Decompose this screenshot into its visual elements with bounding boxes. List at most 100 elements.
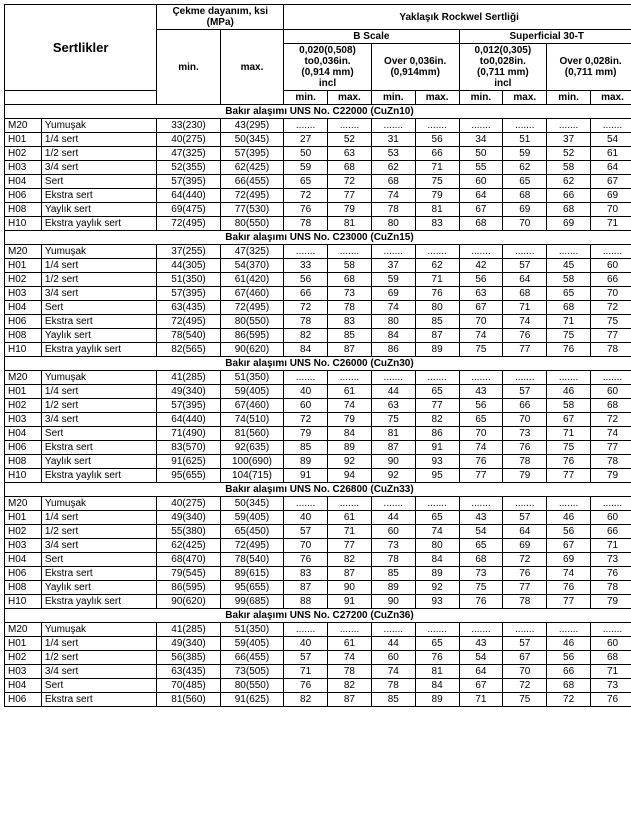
- hardness-val-3: 95: [415, 469, 459, 483]
- tensile-min: 57(395): [157, 175, 220, 189]
- hardness-val-3: 80: [415, 301, 459, 315]
- hardness-val-2: 69: [371, 287, 415, 301]
- header-superficial: Superficial 30-T: [459, 30, 631, 44]
- tensile-max: 66(455): [220, 651, 283, 665]
- hardness-val-3: 93: [415, 455, 459, 469]
- tensile-max: 80(550): [220, 679, 283, 693]
- hardness-val-6: 69: [547, 553, 591, 567]
- hardness-val-3: 85: [415, 315, 459, 329]
- section-header: Bakır alaşımı UNS No. C26000 (CuZn30): [5, 357, 631, 371]
- hardness-val-1: 91: [328, 595, 372, 609]
- hardness-val-0: 89: [284, 455, 328, 469]
- hardness-val-5: 77: [503, 343, 547, 357]
- hardness-val-3: .......: [415, 623, 459, 637]
- hardness-val-3: 87: [415, 329, 459, 343]
- section-header: Bakır alaşımı UNS No. C27200 (CuZn36): [5, 609, 631, 623]
- hardness-val-1: .......: [328, 497, 372, 511]
- table-row: H04Sert63(435)72(495)7278748067716872: [5, 301, 631, 315]
- hardness-val-1: 81: [328, 217, 372, 231]
- hardness-val-7: 79: [591, 595, 631, 609]
- temper-code: H03: [5, 287, 42, 301]
- hardness-val-6: 68: [547, 203, 591, 217]
- hardness-val-0: 33: [284, 259, 328, 273]
- hardness-val-6: 46: [547, 511, 591, 525]
- hardness-val-4: 43: [459, 637, 503, 651]
- table-row: H021/2 sert56(385)66(455)577460765467566…: [5, 651, 631, 665]
- hardness-val-1: 78: [328, 665, 372, 679]
- table-row: M20Yumuşak40(275)50(345)................…: [5, 497, 631, 511]
- hardness-val-0: 88: [284, 595, 328, 609]
- hardness-val-3: 89: [415, 567, 459, 581]
- tensile-max: 62(425): [220, 161, 283, 175]
- hardness-val-3: .......: [415, 371, 459, 385]
- hardness-val-3: .......: [415, 497, 459, 511]
- temper-code: H01: [5, 259, 42, 273]
- table-header: Sertlikler Çekme dayanım, ksi (MPa) Yakl…: [5, 5, 631, 105]
- tensile-min: 49(340): [157, 385, 220, 399]
- hardness-val-2: 44: [371, 511, 415, 525]
- hardness-val-5: 72: [503, 553, 547, 567]
- hardness-val-1: 79: [328, 203, 372, 217]
- hardness-val-1: 61: [328, 385, 372, 399]
- temper-code: H08: [5, 203, 42, 217]
- temper-code: H01: [5, 637, 42, 651]
- tensile-min: 56(385): [157, 651, 220, 665]
- hardness-val-1: 87: [328, 567, 372, 581]
- hardness-val-6: 67: [547, 539, 591, 553]
- hardness-val-5: .......: [503, 371, 547, 385]
- hardness-val-0: 82: [284, 693, 328, 707]
- hardness-val-3: 82: [415, 413, 459, 427]
- hardness-val-4: 63: [459, 287, 503, 301]
- hardness-val-0: 78: [284, 217, 328, 231]
- hardness-val-4: 64: [459, 189, 503, 203]
- hardness-val-0: 87: [284, 581, 328, 595]
- hardness-val-0: 27: [284, 133, 328, 147]
- temper-code: H10: [5, 343, 42, 357]
- section-header: Bakır alaşımı UNS No. C23000 (CuZn15): [5, 231, 631, 245]
- hardness-val-3: 80: [415, 539, 459, 553]
- tensile-min: 82(565): [157, 343, 220, 357]
- hardness-val-7: 75: [591, 315, 631, 329]
- tensile-max: 54(370): [220, 259, 283, 273]
- hardness-val-2: 89: [371, 581, 415, 595]
- hardness-val-7: 60: [591, 511, 631, 525]
- header-s1: 0,012(0,305)to0,028in.(0,711 mm)incl: [459, 44, 547, 91]
- tensile-max: 74(510): [220, 413, 283, 427]
- temper-desc: 1/4 sert: [41, 259, 156, 273]
- hardness-val-7: 68: [591, 399, 631, 413]
- hardness-val-1: 63: [328, 147, 372, 161]
- tensile-max: 80(550): [220, 315, 283, 329]
- tensile-max: 72(495): [220, 539, 283, 553]
- hardness-val-3: 81: [415, 203, 459, 217]
- hardness-val-2: 68: [371, 175, 415, 189]
- hardness-val-1: 61: [328, 637, 372, 651]
- temper-desc: Yumuşak: [41, 245, 156, 259]
- tensile-max: 51(350): [220, 623, 283, 637]
- temper-code: H06: [5, 567, 42, 581]
- hardness-val-5: 76: [503, 567, 547, 581]
- hardness-val-4: 77: [459, 469, 503, 483]
- tensile-min: 79(545): [157, 567, 220, 581]
- temper-desc: 3/4 sert: [41, 413, 156, 427]
- hardness-val-6: 71: [547, 427, 591, 441]
- hardness-val-3: 71: [415, 161, 459, 175]
- hardness-val-3: 92: [415, 581, 459, 595]
- tensile-min: 51(350): [157, 273, 220, 287]
- temper-desc: Yaylık sert: [41, 581, 156, 595]
- hardness-val-0: .......: [284, 119, 328, 133]
- table-row: H04Sert68(470)78(540)7682788468726973: [5, 553, 631, 567]
- hardness-val-3: 65: [415, 511, 459, 525]
- tensile-max: 57(395): [220, 147, 283, 161]
- hardness-val-5: 72: [503, 679, 547, 693]
- tensile-min: 33(230): [157, 119, 220, 133]
- hardness-val-0: 85: [284, 441, 328, 455]
- table-row: H06Ekstra sert64(440)72(495)727774796468…: [5, 189, 631, 203]
- tensile-max: 43(295): [220, 119, 283, 133]
- hardness-val-2: 73: [371, 539, 415, 553]
- table-row: H08Yaylık sert86(595)95(655)879089927577…: [5, 581, 631, 595]
- hardness-val-4: 34: [459, 133, 503, 147]
- hardness-val-5: 74: [503, 315, 547, 329]
- tensile-max: 81(560): [220, 427, 283, 441]
- temper-desc: Sert: [41, 427, 156, 441]
- hardness-val-2: 90: [371, 595, 415, 609]
